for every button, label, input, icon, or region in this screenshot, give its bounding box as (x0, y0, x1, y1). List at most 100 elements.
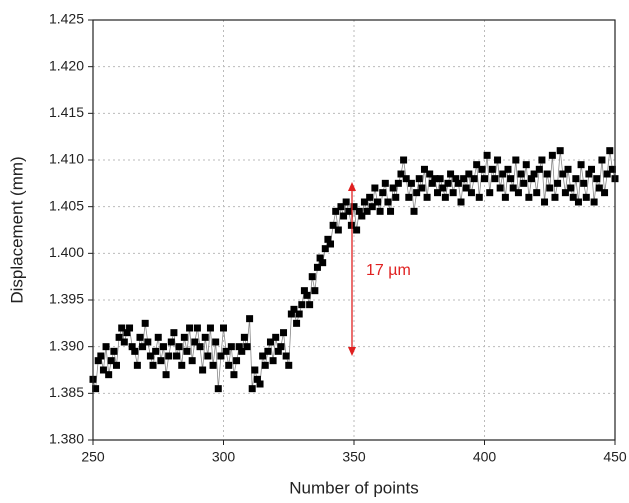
data-point (366, 193, 374, 201)
data-point (588, 165, 596, 173)
y-tick-label: 1.380 (49, 431, 84, 447)
data-point (167, 338, 175, 346)
data-point (235, 343, 243, 351)
data-point (402, 175, 410, 183)
data-point (178, 361, 186, 369)
data-point (371, 184, 379, 192)
data-point (154, 333, 162, 341)
data-point (340, 212, 348, 220)
data-point (541, 198, 549, 206)
data-point (345, 207, 353, 215)
data-point (360, 198, 368, 206)
data-point (488, 165, 496, 173)
data-point (115, 333, 123, 341)
data-point (251, 366, 259, 374)
data-point (173, 352, 181, 360)
data-point (107, 357, 115, 365)
data-point (475, 193, 483, 201)
data-point (128, 343, 136, 351)
data-point (204, 352, 212, 360)
data-point (444, 179, 452, 187)
data-point (548, 151, 556, 159)
data-point (405, 193, 413, 201)
data-point (582, 193, 590, 201)
data-point (191, 338, 199, 346)
data-point (441, 193, 449, 201)
x-tick-label: 300 (212, 449, 236, 465)
data-point (606, 147, 614, 155)
data-point (376, 207, 384, 215)
data-point (387, 207, 395, 215)
arrow-head (348, 182, 356, 191)
data-point (264, 347, 272, 355)
data-point (162, 371, 170, 379)
data-point (206, 324, 214, 332)
data-point (230, 371, 238, 379)
data-point (527, 175, 535, 183)
data-point (423, 193, 431, 201)
plot-area (89, 19, 619, 441)
data-point (256, 380, 264, 388)
data-point (300, 287, 308, 295)
data-point (186, 324, 194, 332)
data-point (290, 305, 298, 313)
y-tick-label: 1.395 (49, 291, 84, 307)
y-tick-label: 1.415 (49, 104, 84, 120)
data-point (434, 189, 442, 197)
data-point (222, 347, 230, 355)
data-point (342, 198, 350, 206)
data-point (102, 343, 110, 351)
data-point (131, 347, 139, 355)
data-point (603, 170, 611, 178)
data-point (561, 189, 569, 197)
data-point (530, 170, 538, 178)
data-point (170, 329, 178, 337)
data-point (157, 357, 165, 365)
data-point (287, 310, 295, 318)
data-point (126, 324, 134, 332)
data-point (554, 179, 562, 187)
x-tick-label: 250 (81, 449, 105, 465)
data-point (593, 175, 601, 183)
data-point (483, 151, 491, 159)
data-point (277, 343, 285, 351)
data-point (507, 175, 515, 183)
data-point (327, 240, 335, 248)
data-point (269, 357, 277, 365)
data-point (337, 203, 345, 211)
data-point (225, 361, 233, 369)
data-point (504, 165, 512, 173)
data-point (551, 193, 559, 201)
y-axis-title: Displacement (mm) (7, 156, 26, 303)
y-tick-label: 1.405 (49, 197, 84, 213)
data-point (590, 198, 598, 206)
data-point (491, 175, 499, 183)
data-point (353, 226, 361, 234)
data-point (473, 161, 481, 169)
data-point (136, 333, 144, 341)
data-point (358, 212, 366, 220)
data-point (306, 301, 314, 309)
data-point (559, 170, 567, 178)
data-point (311, 287, 319, 295)
data-point (381, 179, 389, 187)
data-point (112, 361, 120, 369)
data-point (123, 329, 131, 337)
data-point (462, 184, 470, 192)
data-point (428, 179, 436, 187)
data-point (146, 352, 154, 360)
data-point (397, 170, 405, 178)
data-point (274, 347, 282, 355)
y-tick-label: 1.385 (49, 384, 84, 400)
data-point (574, 198, 582, 206)
data-point (394, 179, 402, 187)
data-point (183, 347, 191, 355)
data-point (350, 203, 358, 211)
data-point (538, 156, 546, 164)
data-point (486, 189, 494, 197)
data-point (246, 315, 254, 323)
y-tick-label: 1.425 (49, 11, 84, 27)
arrow-head (348, 347, 356, 356)
data-point (259, 352, 267, 360)
